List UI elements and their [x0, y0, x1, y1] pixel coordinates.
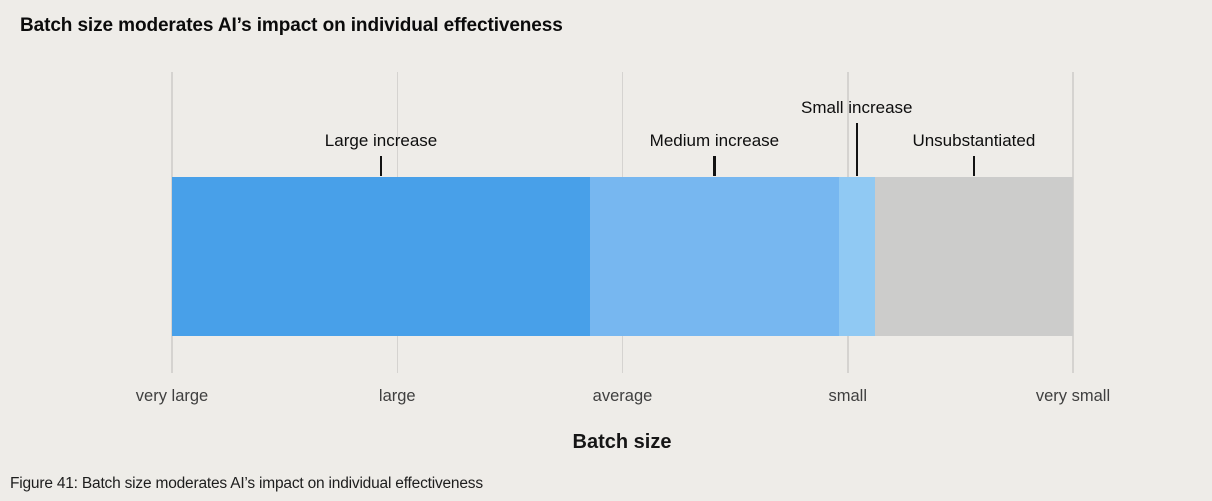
bar-segment-large-increase	[172, 177, 591, 336]
annotation-tick-large-increase	[379, 156, 383, 176]
annotation-tick-small-increase	[855, 123, 858, 176]
x-axis-title: Batch size	[572, 431, 672, 453]
bar-segment-medium-increase	[590, 177, 839, 336]
annotation-label-large-increase: Large increase	[324, 131, 438, 150]
annotation-label-unsubstantiated: Unsubstantiated	[912, 131, 1036, 150]
x-gridline-very-small	[1072, 72, 1074, 373]
annotation-tick-medium-increase	[713, 156, 716, 176]
figure-caption: Figure 41: Batch size moderates AI’s imp…	[10, 475, 483, 492]
chart-title: Batch size moderates AI’s impact on indi…	[20, 15, 563, 36]
annotation-tick-unsubstantiated	[972, 156, 976, 176]
annotation-label-medium-increase: Medium increase	[649, 131, 780, 150]
bar-segment-unsubstantiated	[874, 177, 1073, 336]
x-axis-tick-label-very-small: very small	[1035, 387, 1111, 405]
x-axis-tick-label-average: average	[592, 387, 653, 405]
bar-segment-small-increase	[838, 177, 875, 336]
x-axis-tick-label-very-large: very large	[135, 387, 209, 405]
x-axis-tick-label-small: small	[828, 387, 868, 405]
annotation-label-small-increase: Small increase	[801, 98, 913, 117]
x-axis-tick-label-large: large	[378, 387, 416, 405]
